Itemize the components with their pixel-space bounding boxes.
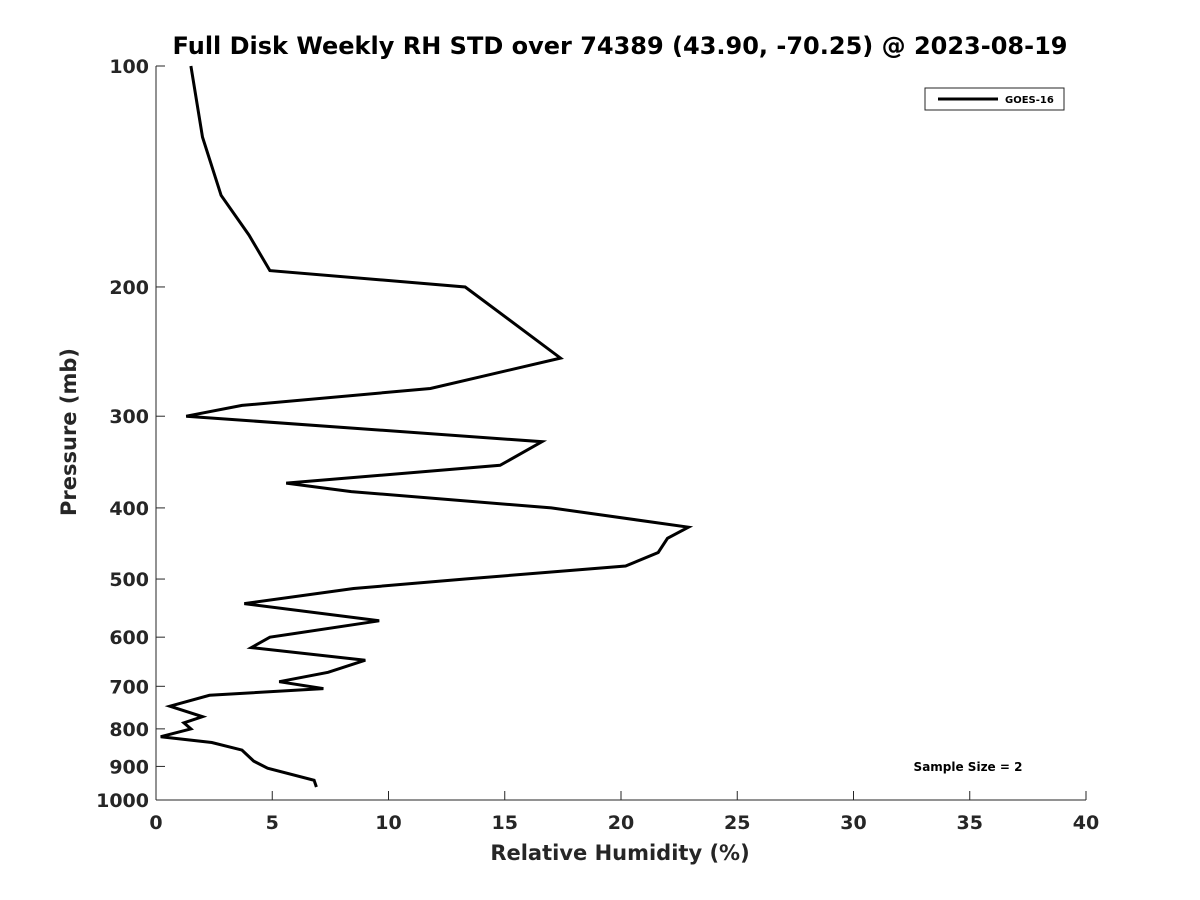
y-tick-label: 300 bbox=[109, 406, 149, 428]
y-tick-label: 100 bbox=[109, 56, 149, 78]
series-line-goes-16 bbox=[160, 65, 694, 788]
x-axis-label: Relative Humidity (%) bbox=[490, 841, 749, 865]
y-tick-label: 700 bbox=[109, 676, 149, 698]
x-tick-label: 15 bbox=[492, 812, 518, 834]
sample-size-annotation: Sample Size = 2 bbox=[914, 760, 1023, 774]
chart-title: Full Disk Weekly RH STD over 74389 (43.9… bbox=[173, 32, 1068, 60]
x-tick-label: 35 bbox=[957, 812, 983, 834]
y-tick-label: 1000 bbox=[96, 790, 149, 812]
x-tick-label: 30 bbox=[840, 812, 866, 834]
y-axis-label: Pressure (mb) bbox=[57, 348, 81, 516]
y-tick-label: 400 bbox=[109, 498, 149, 520]
x-tick-label: 10 bbox=[375, 812, 401, 834]
x-tick-label: 40 bbox=[1073, 812, 1099, 834]
y-tick-label: 900 bbox=[109, 756, 149, 778]
x-tick-label: 0 bbox=[149, 812, 162, 834]
legend: GOES-16 bbox=[924, 87, 1065, 111]
y-tick-label: 800 bbox=[109, 719, 149, 741]
x-ticks: 0 5 10 15 20 25 30 35 40 bbox=[149, 791, 1099, 834]
y-tick-label: 200 bbox=[109, 277, 149, 299]
legend-label: GOES-16 bbox=[1005, 95, 1054, 106]
y-tick-label: 600 bbox=[109, 627, 149, 649]
y-ticks: 100 200 300 400 500 600 700 800 900 1000 bbox=[96, 56, 165, 812]
y-tick-label: 500 bbox=[109, 569, 149, 591]
x-tick-label: 25 bbox=[724, 812, 750, 834]
x-tick-label: 5 bbox=[266, 812, 279, 834]
x-tick-label: 20 bbox=[608, 812, 634, 834]
